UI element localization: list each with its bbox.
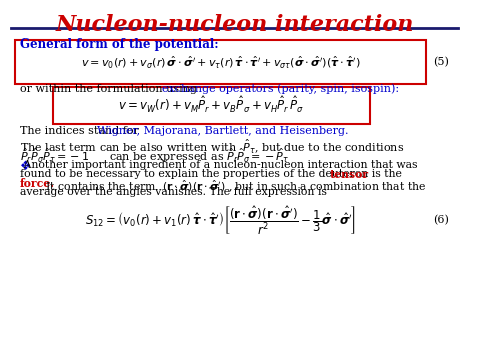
Text: General form of the potential:: General form of the potential: bbox=[20, 38, 218, 51]
Text: It contains the term  $(\mathbf{r}\cdot\hat{\boldsymbol{\sigma}})(\mathbf{r}\cdo: It contains the term $(\mathbf{r}\cdot\h… bbox=[42, 178, 427, 194]
Text: can be expressed as $\hat{P}_r\hat{P}_\sigma = -\hat{P}_\tau$: can be expressed as $\hat{P}_r\hat{P}_\s… bbox=[102, 147, 289, 165]
FancyBboxPatch shape bbox=[52, 87, 370, 124]
Text: found to be necessary to explain the properties of the deuteron is the: found to be necessary to explain the pro… bbox=[20, 169, 406, 179]
Text: Wigner, Majorana, Bartlett, and Heisenberg.: Wigner, Majorana, Bartlett, and Heisenbe… bbox=[97, 126, 348, 136]
Text: average over the angles vanishes. The full expression is: average over the angles vanishes. The fu… bbox=[20, 187, 327, 197]
Text: $v = v_0(r) + v_\sigma(r)\,\hat{\boldsymbol{\sigma}}\cdot\hat{\boldsymbol{\sigma: $v = v_0(r) + v_\sigma(r)\,\hat{\boldsym… bbox=[80, 54, 360, 70]
Text: The last term can be also written with  $\hat{P}_\tau$, but due to the condition: The last term can be also written with $… bbox=[20, 137, 404, 155]
Text: $\hat{P}_r\hat{P}_\sigma\hat{P}_\tau = -1$: $\hat{P}_r\hat{P}_\sigma\hat{P}_\tau = -… bbox=[20, 147, 89, 165]
Text: ❖: ❖ bbox=[20, 160, 32, 173]
Text: $v = v_W(r) + v_M\hat{P}_r + v_B\hat{P}_\sigma + v_H\hat{P}_r\,\hat{P}_\sigma$: $v = v_W(r) + v_M\hat{P}_r + v_B\hat{P}_… bbox=[118, 95, 304, 115]
Text: or within the formulation using: or within the formulation using bbox=[20, 84, 201, 94]
Text: $S_{12} = \left(v_0(r) + v_1(r)\,\hat{\boldsymbol{\tau}}\cdot\hat{\boldsymbol{\t: $S_{12} = \left(v_0(r) + v_1(r)\,\hat{\b… bbox=[85, 204, 356, 236]
Text: Another important ingredient of a nucleon-nucleon interaction that was: Another important ingredient of a nucleo… bbox=[20, 160, 417, 170]
Text: tensor: tensor bbox=[330, 169, 369, 180]
Text: (6): (6) bbox=[433, 215, 449, 226]
FancyBboxPatch shape bbox=[16, 40, 426, 84]
Text: exchange operators (parity, spin, isospin):: exchange operators (parity, spin, isospi… bbox=[162, 84, 400, 94]
Text: Nucleon-nucleon interaction: Nucleon-nucleon interaction bbox=[56, 14, 414, 36]
Text: (5): (5) bbox=[433, 56, 449, 67]
Text: The indices stand for: The indices stand for bbox=[20, 126, 142, 136]
Text: force.: force. bbox=[20, 178, 55, 189]
